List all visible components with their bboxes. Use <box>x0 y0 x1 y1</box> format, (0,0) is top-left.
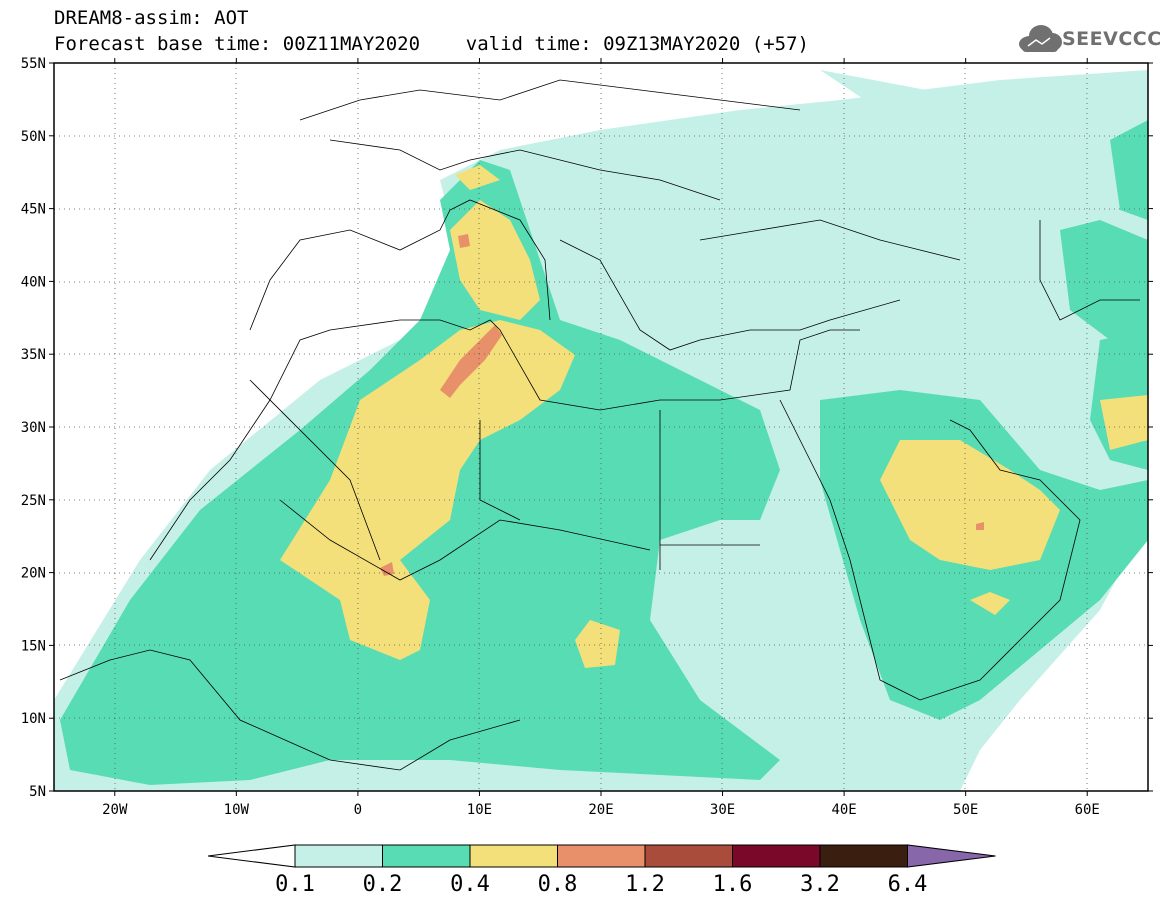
aot-layer-0-4 <box>280 165 1148 668</box>
colorbar-label: 0.8 <box>538 872 578 897</box>
colorbar: 0.1 0.2 0.4 0.8 1.2 1.6 3.2 6.4 <box>207 844 996 897</box>
colorbar-swatch <box>382 844 471 868</box>
lat-label: 55N <box>21 56 46 72</box>
lon-label: 20W <box>102 802 128 818</box>
logo-text: SEEVCCC <box>1062 28 1162 50</box>
lon-label: 50E <box>953 802 978 818</box>
axis-ticks <box>49 58 1153 796</box>
colorbar-label: 0.2 <box>363 872 403 897</box>
lat-label: 30N <box>21 420 46 436</box>
colorbar-label: 6.4 <box>888 872 928 897</box>
lat-label: 15N <box>21 638 46 654</box>
colorbar-swatch <box>557 844 646 868</box>
colorbar-label: 0.1 <box>275 872 315 897</box>
lon-label: 0 <box>354 802 362 818</box>
colorbar-under-arrow <box>207 844 296 868</box>
colorbar-swatch <box>732 844 821 868</box>
lat-label: 35N <box>21 347 46 363</box>
lon-label: 20E <box>588 802 613 818</box>
colorbar-label: 1.6 <box>713 872 753 897</box>
map-plot-area <box>54 63 1148 791</box>
lon-label: 30E <box>710 802 735 818</box>
lat-labels: 5N 10N 15N 20N 25N 30N 35N 40N 45N 50N 55N <box>21 56 46 800</box>
lat-label: 20N <box>21 566 46 582</box>
cloud-icon <box>1019 25 1062 52</box>
lon-labels: 20W 10W 0 10E 20E 30E 40E 50E 60E <box>102 802 1100 818</box>
colorbar-label: 3.2 <box>800 872 840 897</box>
title-line-1: DREAM8-assim: AOT <box>54 7 249 29</box>
colorbar-label: 1.2 <box>625 872 665 897</box>
colorbar-swatch <box>644 844 733 868</box>
lat-label: 45N <box>21 202 46 218</box>
aot-layer-0-8 <box>380 234 984 576</box>
colorbar-over-arrow <box>907 844 996 868</box>
lat-label: 25N <box>21 493 46 509</box>
lat-label: 10N <box>21 711 46 727</box>
colorbar-swatch <box>819 844 908 868</box>
lon-label: 60E <box>1075 802 1100 818</box>
lat-label: 5N <box>29 784 46 800</box>
lat-label: 50N <box>21 129 46 145</box>
colorbar-label: 0.4 <box>450 872 490 897</box>
title-line-2: Forecast base time: 00Z11MAY2020 valid t… <box>54 33 809 55</box>
lon-label: 10E <box>467 802 492 818</box>
colorbar-swatch <box>469 844 558 868</box>
lon-label: 10W <box>224 802 250 818</box>
lat-label: 40N <box>21 274 46 290</box>
lon-label: 40E <box>831 802 856 818</box>
colorbar-swatch <box>294 844 383 868</box>
